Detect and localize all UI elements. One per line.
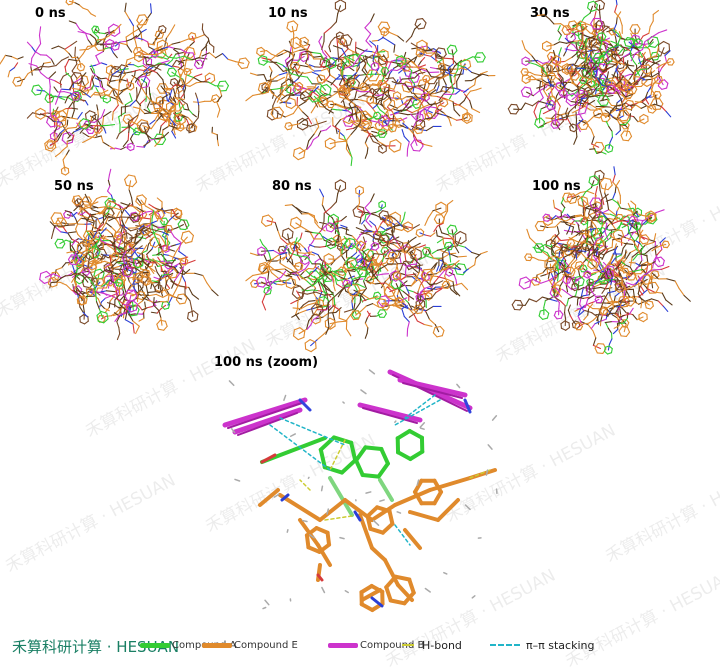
legend-swatch-pipi [490,644,520,646]
snapshot-30ns-molecules [508,0,674,152]
snapshot-10ns-molecules [246,0,495,166]
legend-item-compound-e: Compound E [202,634,298,656]
legend-swatch-hbond [402,644,414,646]
snapshot-80ns-molecules [246,180,487,352]
legend-swatch-compound-e [202,643,232,648]
legend-item-pipi: π–π stacking [490,634,594,656]
snapshot-0ns-molecules [0,0,249,201]
zoom-molecules [225,370,497,610]
legend-item-hbond: H-bond [402,634,462,656]
snapshot-50ns-molecules [40,175,218,340]
legend-swatch-compound-b [328,643,358,648]
legend-swatch-compound-a [140,643,170,648]
legend: Compound A Compound E Compound B H-bond … [140,634,660,656]
legend-label-compound-e: Compound E [234,640,298,651]
legend-label-pipi: π–π stacking [526,639,594,652]
legend-label-hbond: H-bond [422,639,462,652]
snapshot-100ns-molecules [512,167,690,354]
